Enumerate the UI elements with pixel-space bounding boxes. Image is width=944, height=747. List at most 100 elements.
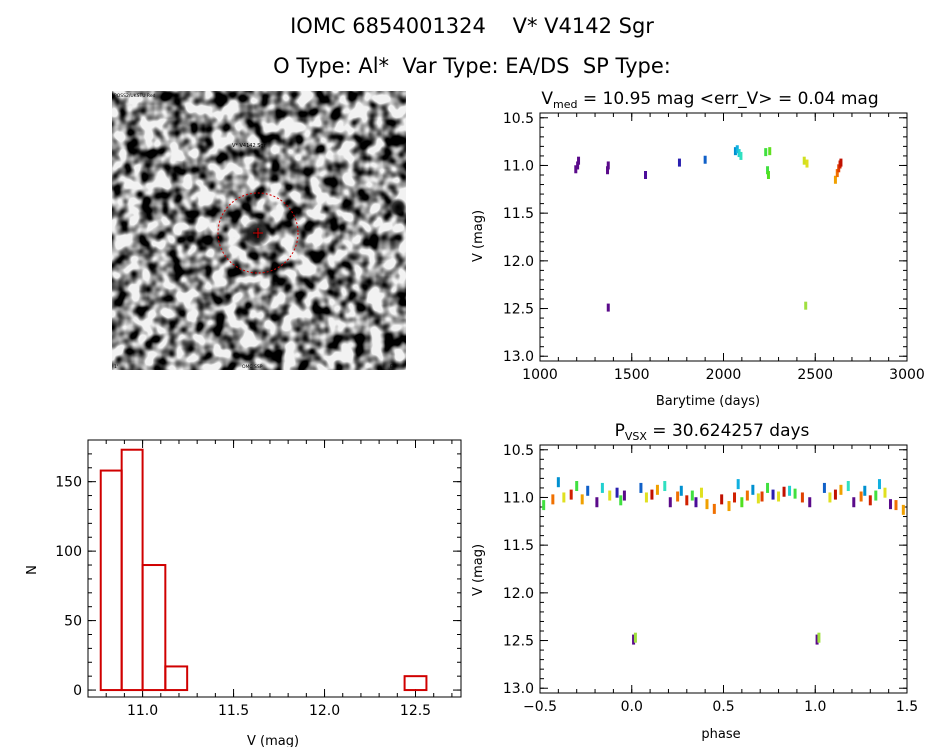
- phased-title-post: = 30.624257 days: [647, 421, 810, 441]
- phased-title-pre: P: [615, 421, 625, 441]
- phased-point: [756, 493, 760, 504]
- phased-point: [808, 497, 812, 508]
- phased-point: [745, 490, 749, 501]
- phased-point: [705, 499, 709, 510]
- lightcurve-point: [739, 151, 743, 160]
- scale-label: 1': [114, 364, 118, 370]
- phased-point: [863, 485, 867, 496]
- target-circle: [217, 192, 299, 274]
- phased-point: [788, 485, 792, 496]
- phased-point: [608, 490, 612, 501]
- finder-image-svg: V* V4142 Sgr POSS2/UKSTU Red 1' OMC SSP …: [112, 91, 406, 370]
- histogram-frame: [87, 439, 462, 698]
- lightcurve-point: [737, 149, 741, 158]
- phased-point: [575, 481, 579, 492]
- phased-ytick-label: 13.0: [503, 681, 534, 697]
- phased-point: [852, 497, 856, 508]
- lightcurve-point: [606, 161, 610, 170]
- phased-point: [699, 487, 703, 498]
- phased-point: [839, 484, 843, 495]
- phased-point: [595, 497, 599, 508]
- lightcurve-ytick-label: 13.0: [503, 349, 534, 365]
- lightcurve-xtick-label: 2500: [797, 367, 833, 383]
- lightcurve-point: [703, 155, 707, 164]
- lightcurve-ytick-label: 11.5: [503, 206, 534, 222]
- phased-point: [622, 490, 626, 501]
- histogram-bar: [141, 564, 167, 692]
- histogram-ytick-label: 50: [64, 614, 82, 630]
- histogram-xtick-label: 12.5: [400, 703, 431, 719]
- lightcurve-point: [733, 147, 737, 156]
- phased-point: [690, 490, 694, 501]
- phased-point: [751, 484, 755, 495]
- phased-ytick-label: 12.0: [503, 586, 534, 602]
- phased-plot: −0.5 0.0 0.5 1.0 1.5 10.5 11.0 11.5 12.0 12.5 13.0: [503, 443, 918, 715]
- histogram-xtick-label: 11.5: [218, 703, 249, 719]
- phased-point: [679, 485, 683, 496]
- phased-point: [874, 490, 878, 501]
- lightcurve-xtick-label: 1500: [614, 367, 650, 383]
- figure-subtitle: O Type: Al* Var Type: EA/DS SP Type:: [273, 54, 671, 78]
- lightcurve-point: [768, 147, 772, 156]
- phased-xtick-label: 1.0: [804, 699, 826, 715]
- phased-point: [580, 494, 584, 505]
- lightcurve-frame: [539, 112, 908, 362]
- phased-point: [760, 491, 764, 502]
- phased-point: [846, 481, 850, 492]
- phased-point: [694, 497, 698, 508]
- phased-point: [877, 479, 881, 490]
- lightcurve-point: [577, 156, 581, 165]
- survey-label: POSS2/UKSTU Red: [114, 93, 156, 99]
- histogram-bar: [99, 469, 123, 692]
- phased-point: [569, 489, 573, 500]
- histogram-xtick-label: 12.0: [309, 703, 340, 719]
- figure-title: IOMC 6854001324 V* V4142 Sgr: [290, 14, 654, 38]
- phased-ylabel: V (mag): [471, 544, 486, 596]
- phased-point: [740, 497, 744, 508]
- phased-title-sub: VSX: [625, 430, 648, 443]
- phased-point: [619, 495, 623, 506]
- phased-point: [650, 489, 654, 500]
- phased-point: [727, 501, 731, 512]
- phased-point: [586, 485, 590, 496]
- phased-point: [676, 491, 680, 502]
- lightcurve-point: [644, 171, 648, 179]
- phased-point: [644, 492, 648, 503]
- phased-ytick-label: 11.0: [503, 490, 534, 506]
- phased-point: [720, 494, 724, 505]
- phased-point: [632, 634, 636, 645]
- lightcurve-point: [804, 301, 808, 310]
- phased-xtick-label: 0.5: [712, 699, 734, 715]
- lightcurve-point: [574, 165, 578, 174]
- phased-point: [800, 492, 804, 503]
- phased-point: [859, 491, 863, 502]
- lightcurve-title: Vmed = 10.95 mag <err_V> = 0.04 mag: [541, 89, 878, 111]
- phased-point: [828, 492, 832, 503]
- histogram-bar: [403, 675, 428, 692]
- phased-frame: [539, 444, 908, 694]
- phased-point: [733, 492, 737, 503]
- phased-point: [685, 495, 689, 506]
- phased-ytick-label: 11.5: [503, 538, 534, 554]
- phased-point: [556, 477, 560, 488]
- lightcurve-ylabel: V (mag): [471, 210, 486, 262]
- histogram-ytick-label: 150: [55, 475, 82, 491]
- lightcurve-ytick-label: 12.5: [503, 302, 534, 318]
- phased-point: [883, 487, 887, 498]
- lightcurve-point: [606, 166, 610, 175]
- lightcurve-ytick-label: 12.0: [503, 254, 534, 270]
- lightcurve-point: [802, 156, 806, 165]
- phased-point: [901, 504, 905, 515]
- phased-point: [668, 497, 672, 508]
- lightcurve-xlabel: Barytime (days): [656, 394, 760, 409]
- lightcurve-ytick-label: 11.0: [503, 158, 534, 174]
- phased-point: [655, 484, 659, 495]
- histogram-ytick-label: 0: [73, 683, 82, 699]
- histogram-bar: [164, 665, 189, 692]
- phased-point: [551, 494, 555, 505]
- phased-point: [600, 482, 604, 493]
- phased-point: [822, 482, 826, 493]
- histogram-xtick-label: 11.0: [127, 703, 158, 719]
- lightcurve-title-post: = 10.95 mag <err_V> = 0.04 mag: [577, 89, 878, 109]
